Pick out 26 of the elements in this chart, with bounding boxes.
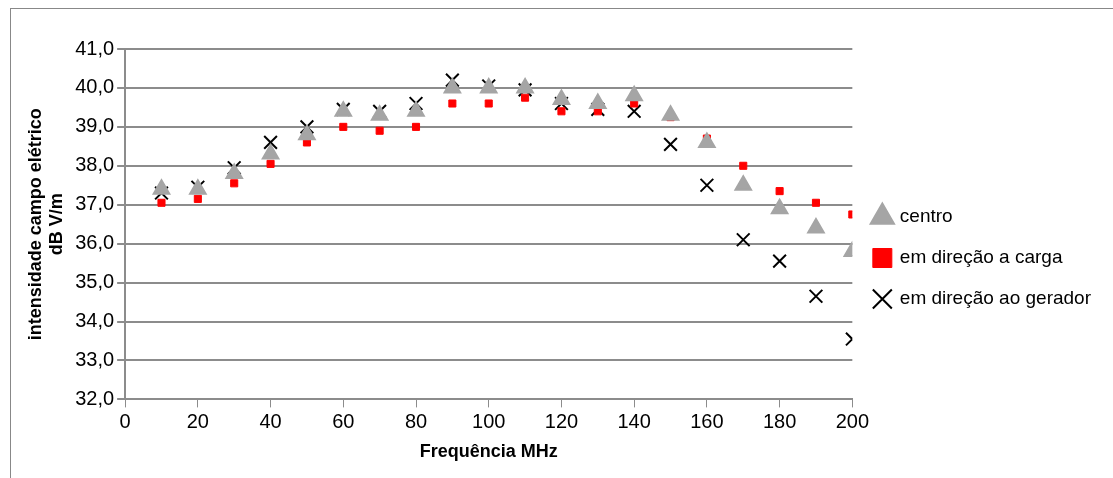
x-tick-label: 200 <box>835 409 870 432</box>
y-tick-label: 32,0 <box>75 386 115 409</box>
y-tick-label: 33,0 <box>75 347 115 370</box>
x-tick-label: 80 <box>404 409 428 432</box>
x-tick-label: 160 <box>690 409 724 432</box>
y-tick-label: 39,0 <box>75 114 115 137</box>
x-axis-title: Frequência MHz <box>419 441 558 462</box>
y-tick-label: 40,0 <box>75 75 115 98</box>
x-tick-label: 20 <box>186 409 209 432</box>
x-tick-label: 100 <box>472 409 506 432</box>
y-axis-title: intensidade campo elétrico dB V/m <box>24 108 67 341</box>
x-tick-label: 60 <box>332 409 355 432</box>
legend-label: em direção ao gerador <box>899 287 1092 309</box>
y-tick-label: 38,0 <box>75 153 115 176</box>
x-tick-label: 0 <box>119 409 131 432</box>
x-tick-label: 140 <box>617 409 651 432</box>
x-tick-label: 180 <box>762 409 797 432</box>
legend-label: em direção a carga <box>899 246 1063 268</box>
y-tick-label: 41,0 <box>75 36 115 59</box>
y-tick-label: 34,0 <box>75 309 115 332</box>
x-tick-label: 40 <box>259 409 282 432</box>
y-tick-label: 35,0 <box>75 270 115 293</box>
y-tick-label: 36,0 <box>75 231 115 254</box>
legend-label: centro <box>899 205 953 227</box>
y-tick-label: 37,0 <box>75 192 115 215</box>
x-tick-label: 120 <box>544 409 579 432</box>
